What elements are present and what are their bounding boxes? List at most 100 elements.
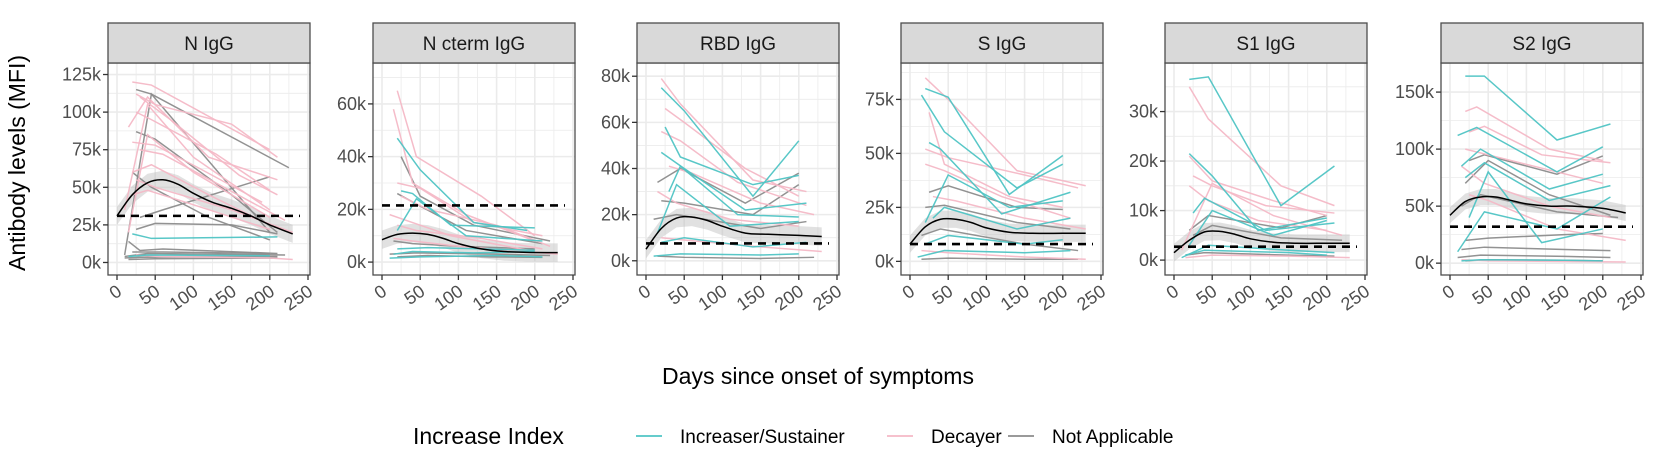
facet-strip (1164, 22, 1368, 64)
trajectory-increaser-sustainer (917, 249, 1071, 258)
smoother-confidence-band (910, 210, 1086, 253)
x-tick-label: 150 (733, 281, 769, 315)
x-tick-label: 250 (545, 281, 581, 315)
facet-panel-rbd-igg: RBD IgG 0k 20k 40k 60k 80k 0 50 100 150 200 250 (601, 22, 845, 315)
trajectory-decayer (1188, 155, 1328, 217)
trajectory-decayer (127, 133, 271, 233)
x-tick-label: 200 (242, 281, 278, 315)
gridlines (1441, 63, 1643, 275)
y-tick-label: 20k (1129, 151, 1159, 171)
y-tick-label: 25k (865, 197, 895, 217)
y-tick-label: 0k (1139, 250, 1159, 270)
trajectory-increaser-sustainer (1461, 258, 1603, 262)
x-tick-label: 250 (1337, 281, 1373, 315)
data-layer (909, 77, 1093, 260)
y-tick-label: 75k (72, 140, 102, 160)
legend-label: Not Applicable (1052, 427, 1173, 448)
trajectory-increaser-sustainer (1188, 153, 1327, 232)
x-tick-label: 150 (469, 281, 505, 315)
legend-entries: Increaser/Sustainer Decayer Not Applicable (636, 427, 1173, 448)
trajectory-increaser-sustainer (1457, 196, 1611, 253)
smoother-line (116, 178, 293, 235)
trajectory-not-applicable (123, 92, 271, 256)
trajectory-decayer (1461, 165, 1611, 219)
trajectory-increaser-sustainer (925, 87, 1064, 196)
trajectory-increaser-sustainer (920, 94, 1064, 189)
trajectory-decayer (1468, 125, 1611, 164)
trajectory-decayer (123, 102, 271, 211)
facet-strip (900, 22, 1104, 64)
trajectory-increaser-sustainer (1460, 148, 1604, 190)
trajectory-decayer (1192, 175, 1335, 214)
trajectory-increaser-sustainer (924, 173, 1063, 223)
trajectory-increaser-sustainer (932, 206, 1071, 230)
y-tick-label: 60k (601, 112, 631, 132)
trajectory-not-applicable (127, 240, 278, 255)
trajectory-not-applicable (661, 184, 800, 216)
trajectory-increaser-sustainer (1464, 161, 1611, 202)
x-tick-label: 100 (1499, 281, 1535, 315)
trajectory-not-applicable (1461, 193, 1619, 219)
trajectory-decayer (928, 112, 1063, 209)
y-axis-title: Antibody levels (MFI) (4, 55, 30, 271)
trajectory-decayer (135, 111, 271, 191)
x-tick-label: 250 (809, 281, 845, 315)
trajectory-decayer (132, 81, 271, 151)
x-tick-label: 150 (997, 281, 1033, 315)
trajectory-not-applicable (921, 257, 1079, 260)
trajectory-decayer (132, 163, 255, 219)
trajectory-decayer (132, 189, 271, 231)
y-tick-label: 20k (601, 205, 631, 225)
trajectory-increaser-sustainer (1189, 76, 1335, 207)
facet-strip (1440, 22, 1644, 64)
y-tick-label: 10k (1129, 201, 1159, 221)
trajectory-not-applicable (1468, 154, 1604, 175)
trajectory-decayer (1188, 86, 1335, 207)
facet-panel-n-cterm-igg: N cterm IgG 0k 20k 40k 60k 0 50 100 150 200 250 (337, 22, 581, 315)
x-tick-label: 50 (1193, 281, 1221, 309)
trajectory-not-applicable (1461, 246, 1611, 252)
trajectory-increaser-sustainer (128, 254, 270, 258)
trajectory-increaser-sustainer (660, 87, 800, 198)
trajectory-decayer (139, 148, 286, 222)
y-tick-label: 100k (1395, 139, 1435, 159)
legend-entry-not-applicable: Not Applicable (1008, 427, 1173, 448)
facet-panel-s2-igg: S2 IgG 0k 50k 100k 150k 0 50 100 150 200 250 (1395, 22, 1649, 315)
trajectory-not-applicable (925, 204, 1071, 230)
x-tick-label: 0 (1439, 281, 1459, 303)
y-tick-label: 0k (82, 252, 102, 272)
trajectory-increaser-sustainer (653, 253, 799, 257)
x-tick-label: 150 (1537, 281, 1573, 315)
x-tick-label: 150 (1261, 281, 1297, 315)
trajectory-not-applicable (1464, 159, 1611, 216)
trajectory-increaser-sustainer (1188, 209, 1328, 246)
trajectory-decayer (389, 213, 535, 253)
legend: Increase Index Increaser/Sustainer Decaye… (413, 423, 1173, 449)
trajectory-decayer (1465, 106, 1603, 162)
trajectory-decayer (921, 249, 1086, 260)
data-layer (1173, 76, 1357, 262)
trajectory-decayer (657, 190, 799, 227)
trajectory-decayer (396, 90, 536, 237)
x-tick-label: 100 (166, 281, 202, 315)
x-tick-label: 200 (507, 281, 543, 315)
smoother-line (1449, 195, 1626, 216)
trajectory-increaser-sustainer (656, 183, 799, 234)
data-layer (381, 90, 565, 262)
y-tick-label: 50k (72, 177, 102, 197)
trajectory-not-applicable (657, 255, 815, 260)
x-tick-label: 50 (401, 281, 429, 309)
x-tick-label: 200 (771, 281, 807, 315)
legend-label: Increaser/Sustainer (680, 427, 845, 448)
trajectory-increaser-sustainer (397, 246, 535, 251)
y-tick-label: 40k (601, 159, 631, 179)
y-tick-label: 20k (337, 199, 367, 219)
facet-strip-label: S2 IgG (1512, 34, 1571, 55)
y-tick-label: 50k (1405, 196, 1435, 216)
data-layer (116, 81, 300, 261)
trajectory-increaser-sustainer (668, 164, 799, 218)
y-tick-label: 25k (72, 215, 102, 235)
facet-strip-label: RBD IgG (700, 34, 776, 55)
y-tick-label: 0k (1415, 253, 1435, 273)
